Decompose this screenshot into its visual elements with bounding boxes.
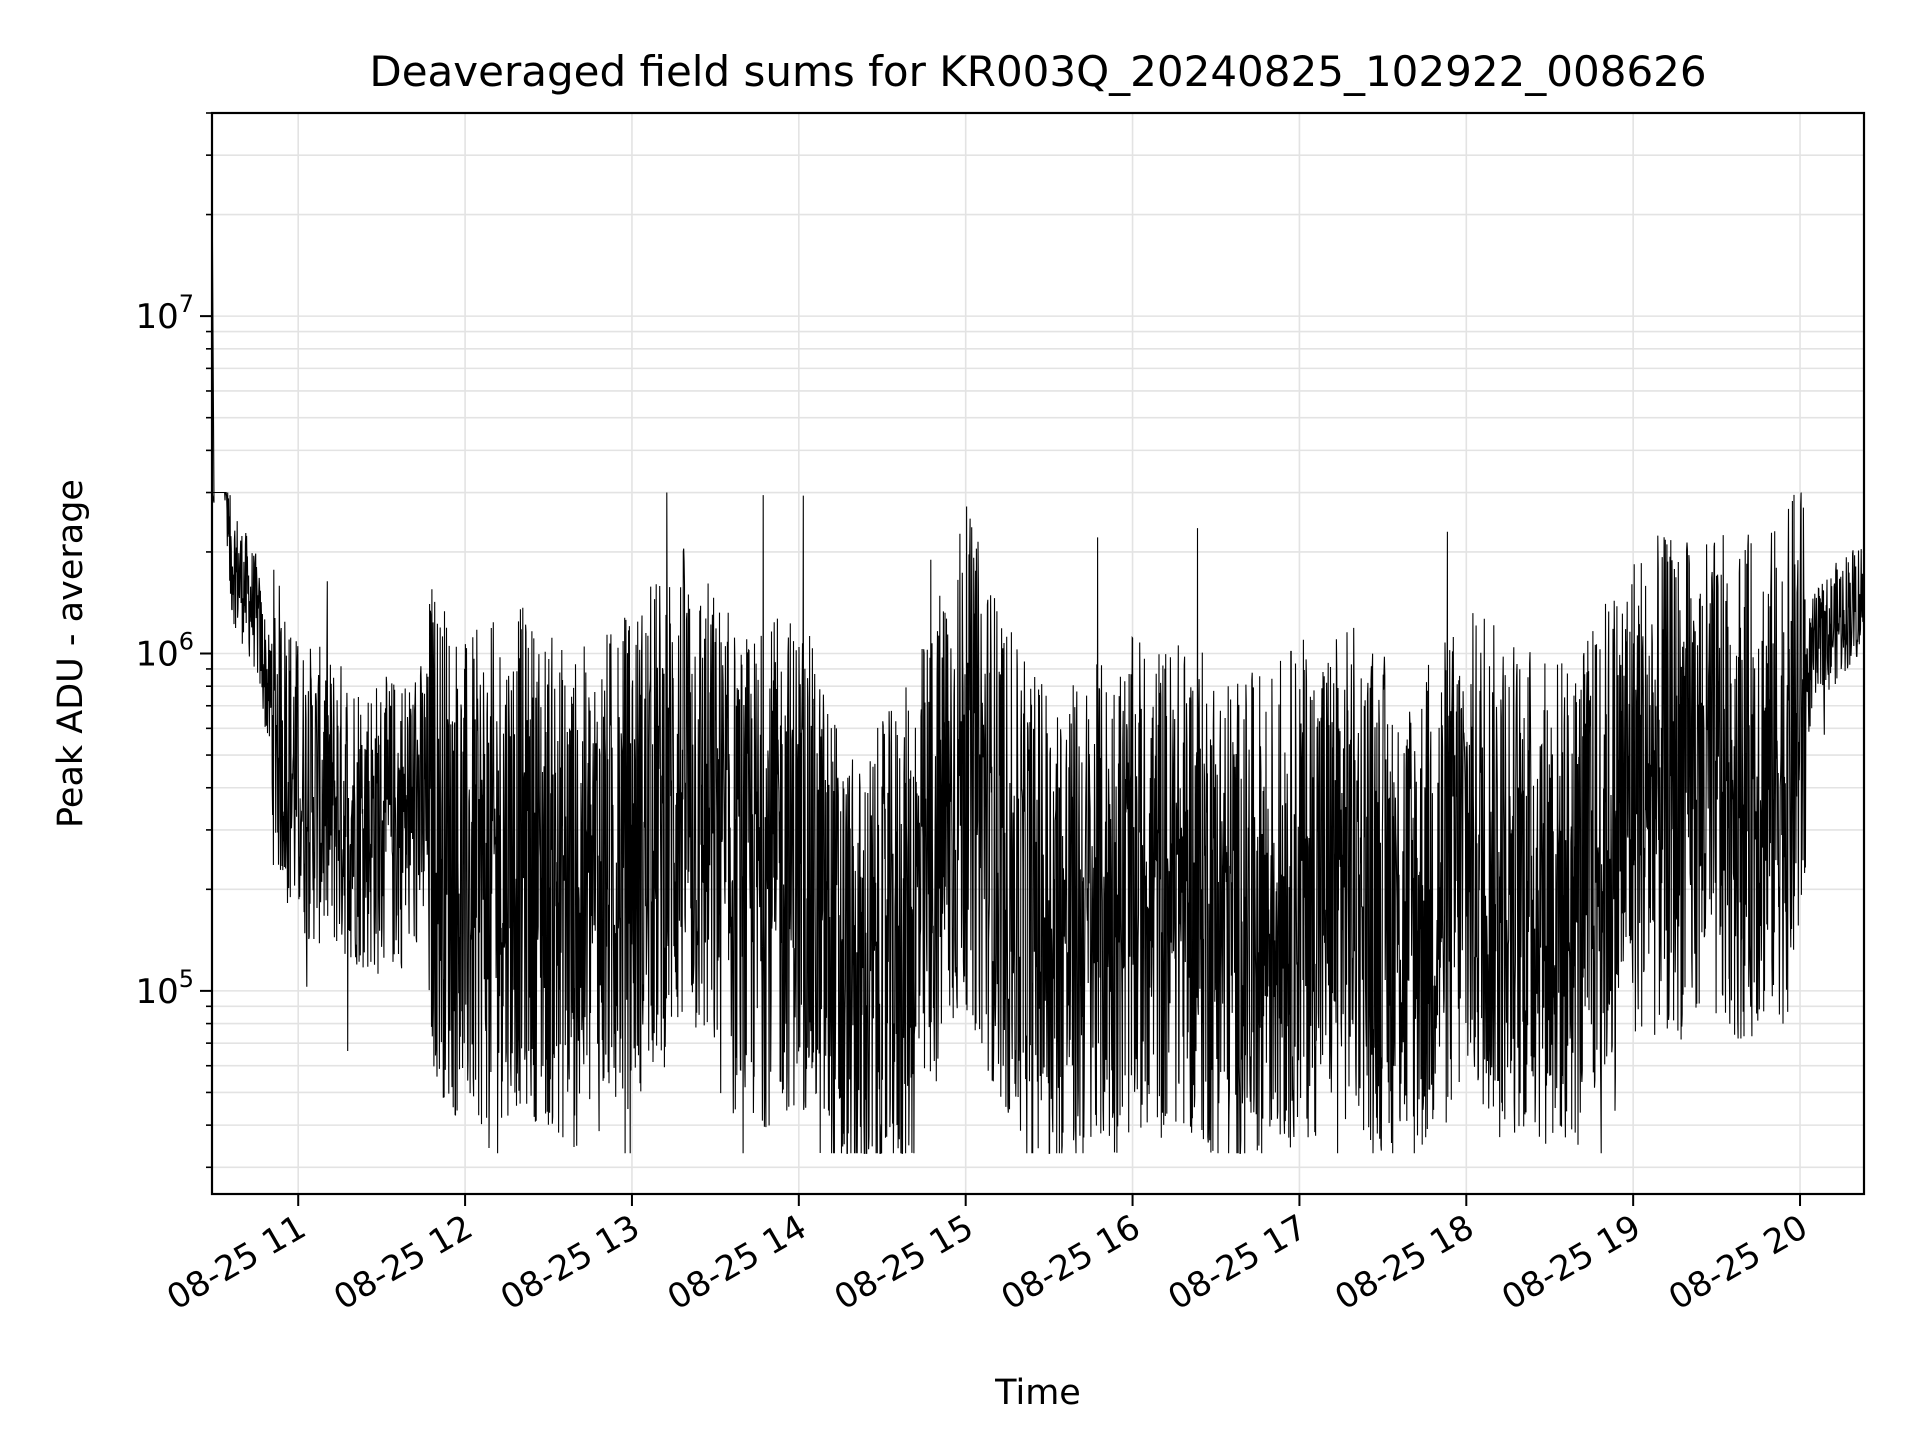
series-line — [211, 165, 1865, 1154]
y-tick-label: 106 — [135, 628, 194, 675]
y-axis-label: Peak ADU - average — [51, 479, 91, 828]
plot-data — [211, 165, 1865, 1154]
y-tick-label: 105 — [135, 965, 194, 1012]
x-axis-label: Time — [994, 1373, 1081, 1413]
chart-title: Deaveraged field sums for KR003Q_2024082… — [369, 47, 1706, 96]
y-tick-label: 107 — [135, 290, 194, 337]
